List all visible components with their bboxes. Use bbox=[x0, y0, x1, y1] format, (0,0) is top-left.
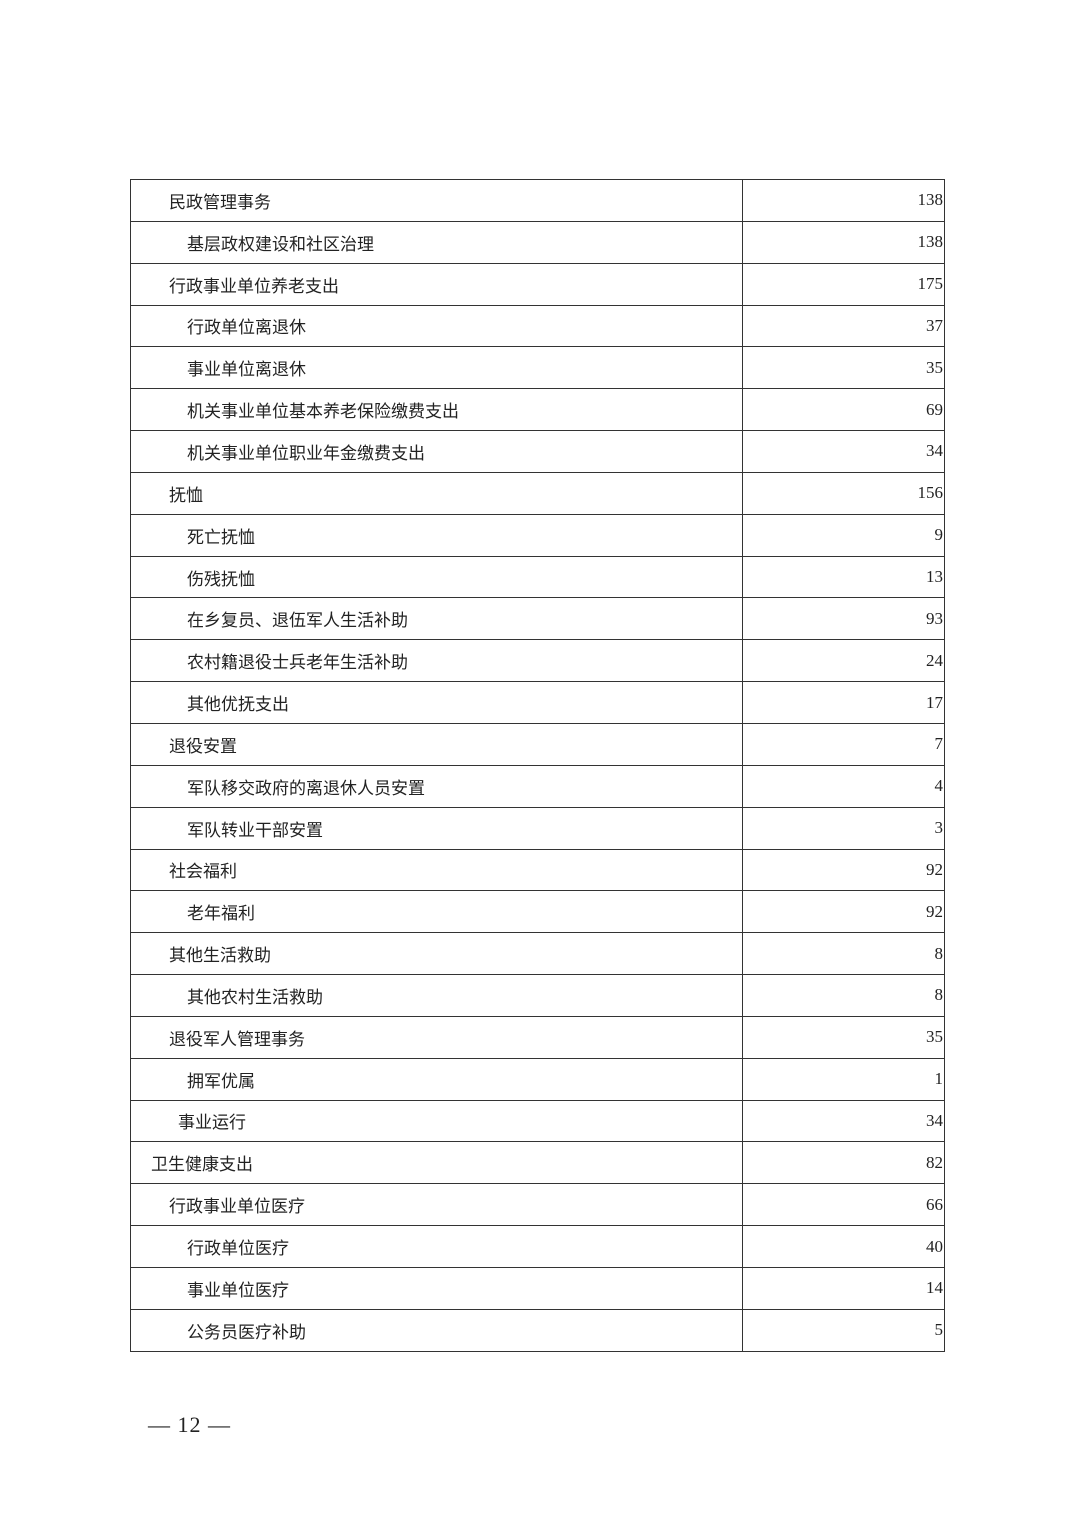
table-row: 拥军优属 1 bbox=[130, 1057, 945, 1101]
table-row: 其他优抚支出 17 bbox=[130, 681, 945, 724]
item-name: 事业运行 bbox=[130, 1099, 743, 1143]
item-name: 抚恤 bbox=[130, 471, 743, 515]
item-name: 行政单位医疗 bbox=[130, 1225, 743, 1268]
table-row: 在乡复员、退伍军人生活补助 93 bbox=[130, 597, 945, 641]
item-name: 公务员医疗补助 bbox=[130, 1308, 743, 1352]
item-name: 其他生活救助 bbox=[130, 932, 743, 976]
table-row: 行政事业单位养老支出 175 bbox=[130, 262, 945, 306]
item-value: 92 bbox=[742, 890, 945, 934]
item-value: 138 bbox=[742, 220, 945, 264]
item-value: 8 bbox=[742, 932, 945, 976]
item-name: 基层政权建设和社区治理 bbox=[130, 220, 743, 264]
table-row: 其他农村生活救助 8 bbox=[130, 974, 945, 1017]
table-row: 退役安置 7 bbox=[130, 722, 945, 766]
item-value: 35 bbox=[742, 346, 945, 390]
table-row: 事业运行 34 bbox=[130, 1099, 945, 1143]
table-row: 社会福利 92 bbox=[130, 848, 945, 892]
item-name: 拥军优属 bbox=[130, 1057, 743, 1101]
item-name: 退役安置 bbox=[130, 722, 743, 766]
item-name: 在乡复员、退伍军人生活补助 bbox=[130, 597, 743, 641]
item-name: 机关事业单位职业年金缴费支出 bbox=[130, 430, 743, 473]
item-value: 37 bbox=[742, 304, 945, 348]
table-row: 公务员医疗补助 5 bbox=[130, 1308, 945, 1352]
budget-table-body: 民政管理事务 138 基层政权建设和社区治理 138 行政事业单位养老支出 175 行政单位… bbox=[130, 179, 945, 1352]
item-name: 退役军人管理事务 bbox=[130, 1015, 743, 1059]
table-row: 农村籍退役士兵老年生活补助 24 bbox=[130, 639, 945, 683]
item-name: 民政管理事务 bbox=[130, 179, 743, 222]
item-value: 35 bbox=[742, 1015, 945, 1059]
table-row: 机关事业单位职业年金缴费支出 34 bbox=[130, 430, 945, 473]
item-name: 农村籍退役士兵老年生活补助 bbox=[130, 639, 743, 683]
table-row: 行政单位离退休 37 bbox=[130, 304, 945, 348]
item-value: 69 bbox=[742, 388, 945, 432]
page-number: — 12 — bbox=[148, 1412, 231, 1437]
item-value: 5 bbox=[742, 1308, 945, 1352]
item-value: 34 bbox=[742, 430, 945, 473]
item-value: 156 bbox=[742, 471, 945, 515]
table-row: 伤残抚恤 13 bbox=[130, 555, 945, 599]
item-name: 军队转业干部安置 bbox=[130, 806, 743, 850]
item-value: 138 bbox=[742, 179, 945, 222]
item-value: 3 bbox=[742, 806, 945, 850]
table-row: 行政事业单位医疗 66 bbox=[130, 1183, 945, 1227]
table-row: 死亡抚恤 9 bbox=[130, 513, 945, 557]
item-value: 7 bbox=[742, 722, 945, 766]
item-value: 13 bbox=[742, 555, 945, 599]
table-row: 其他生活救助 8 bbox=[130, 932, 945, 976]
table-row: 行政单位医疗 40 bbox=[130, 1225, 945, 1268]
item-name: 行政单位离退休 bbox=[130, 304, 743, 348]
item-value: 175 bbox=[742, 262, 945, 306]
item-value: 14 bbox=[742, 1266, 945, 1310]
item-value: 8 bbox=[742, 974, 945, 1017]
table-row: 抚恤 156 bbox=[130, 471, 945, 515]
item-name: 老年福利 bbox=[130, 890, 743, 934]
item-value: 92 bbox=[742, 848, 945, 892]
item-value: 1 bbox=[742, 1057, 945, 1101]
item-name: 其他农村生活救助 bbox=[130, 974, 743, 1017]
table-row: 事业单位医疗 14 bbox=[130, 1266, 945, 1310]
item-name: 事业单位医疗 bbox=[130, 1266, 743, 1310]
item-name: 其他优抚支出 bbox=[130, 681, 743, 724]
table-row: 卫生健康支出 82 bbox=[130, 1141, 945, 1185]
item-name: 机关事业单位基本养老保险缴费支出 bbox=[130, 388, 743, 432]
table-row: 机关事业单位基本养老保险缴费支出 69 bbox=[130, 388, 945, 432]
item-value: 34 bbox=[742, 1099, 945, 1143]
item-name: 行政事业单位医疗 bbox=[130, 1183, 743, 1227]
table-row: 军队移交政府的离退休人员安置 4 bbox=[130, 764, 945, 808]
item-name: 行政事业单位养老支出 bbox=[130, 262, 743, 306]
item-value: 66 bbox=[742, 1183, 945, 1227]
budget-table: 民政管理事务 138 基层政权建设和社区治理 138 行政事业单位养老支出 175 行政单位… bbox=[130, 179, 945, 1352]
table-row: 民政管理事务 138 bbox=[130, 179, 945, 222]
item-name: 伤残抚恤 bbox=[130, 555, 743, 599]
item-value: 82 bbox=[742, 1141, 945, 1185]
item-name: 军队移交政府的离退休人员安置 bbox=[130, 764, 743, 808]
table-row: 事业单位离退休 35 bbox=[130, 346, 945, 390]
table-row: 基层政权建设和社区治理 138 bbox=[130, 220, 945, 264]
table-row: 退役军人管理事务 35 bbox=[130, 1015, 945, 1059]
table-row: 老年福利 92 bbox=[130, 890, 945, 934]
item-value: 9 bbox=[742, 513, 945, 557]
item-name: 事业单位离退休 bbox=[130, 346, 743, 390]
item-name: 社会福利 bbox=[130, 848, 743, 892]
item-name: 死亡抚恤 bbox=[130, 513, 743, 557]
item-name: 卫生健康支出 bbox=[130, 1141, 743, 1185]
table-row: 军队转业干部安置 3 bbox=[130, 806, 945, 850]
item-value: 93 bbox=[742, 597, 945, 641]
item-value: 4 bbox=[742, 764, 945, 808]
item-value: 24 bbox=[742, 639, 945, 683]
item-value: 17 bbox=[742, 681, 945, 724]
item-value: 40 bbox=[742, 1225, 945, 1268]
